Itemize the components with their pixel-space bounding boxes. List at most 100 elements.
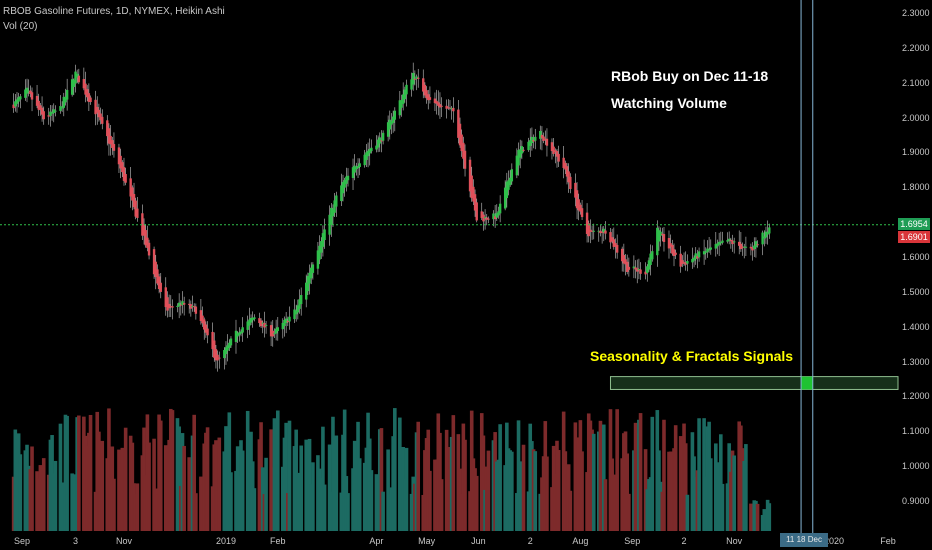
volume-bar: [685, 494, 690, 531]
candle-body: [647, 260, 651, 270]
candle-body: [599, 230, 602, 234]
volume-bar: [474, 475, 479, 531]
candle-body: [343, 180, 346, 188]
candle-body: [49, 111, 52, 116]
candle-body: [64, 96, 67, 103]
volume-bar: [334, 435, 339, 531]
candle-body: [692, 257, 696, 261]
candle-body: [472, 186, 475, 202]
candle-body: [597, 230, 600, 232]
candle-body: [709, 247, 712, 250]
candle-body: [386, 122, 390, 137]
y-tick-label: 1.5000: [902, 286, 930, 297]
candle-body: [107, 128, 111, 144]
volume-bar: [393, 408, 397, 531]
candle-body: [141, 213, 144, 236]
candle-body: [316, 250, 320, 269]
volume-bar: [321, 426, 325, 531]
candle-body: [768, 227, 771, 234]
candle-body: [427, 94, 430, 101]
candle-body: [460, 134, 463, 152]
candle-body: [726, 240, 729, 242]
candle-body: [580, 208, 584, 218]
candle-body: [691, 258, 694, 263]
candle-body: [346, 175, 350, 181]
candle-body: [400, 100, 403, 108]
candle-body: [738, 241, 741, 246]
volume-bar: [100, 440, 105, 531]
candle-body: [415, 76, 418, 79]
candle-body: [65, 89, 69, 100]
volume-bar: [135, 483, 140, 531]
candle-body: [30, 92, 34, 100]
candle-body: [214, 349, 218, 361]
candle-body: [249, 317, 253, 323]
candle-body: [341, 182, 345, 194]
volume-bar: [603, 479, 608, 531]
candle-body: [532, 139, 535, 142]
candle-body: [706, 248, 709, 253]
seasonality-label: Seasonality & Fractals Signals: [590, 348, 794, 364]
candle-body: [450, 107, 453, 109]
candle-body: [122, 167, 126, 181]
candle-body: [228, 342, 231, 349]
candle-body: [589, 229, 592, 232]
candle-body: [749, 246, 753, 249]
candle-body: [438, 104, 442, 108]
candle-body: [365, 152, 368, 160]
signal-box[interactable]: [801, 376, 813, 390]
candle-body: [368, 148, 371, 154]
candle-body: [321, 233, 325, 247]
candle-body: [405, 84, 408, 95]
candle-body: [177, 302, 181, 307]
volume-bar: [533, 451, 538, 531]
candle-body: [592, 230, 595, 232]
y-tick-label: 1.1000: [902, 426, 930, 437]
candle-body: [401, 94, 405, 104]
candle-body: [627, 266, 631, 270]
volume-bar: [192, 414, 196, 531]
candle-body: [620, 248, 624, 262]
candle-body: [241, 327, 244, 333]
volume-bar: [601, 424, 606, 531]
candle-body: [323, 229, 326, 241]
candle-body: [39, 105, 42, 111]
volume-bar: [615, 409, 619, 531]
candle-body: [119, 155, 122, 169]
candle-body: [35, 95, 39, 106]
candle-body: [495, 213, 498, 218]
candle-body: [462, 142, 465, 159]
volume-bar: [252, 488, 257, 531]
candle-body: [294, 310, 298, 315]
candle-body: [756, 244, 759, 246]
x-tick-label: Jun: [471, 536, 486, 546]
candle-body: [224, 347, 228, 355]
candle-body: [166, 297, 169, 311]
candle-body: [544, 138, 547, 140]
x-tick-label: 3: [72, 536, 78, 546]
candle-body: [340, 185, 343, 202]
candle-body: [308, 272, 311, 284]
candle-body: [223, 350, 226, 359]
candle-body: [199, 310, 203, 322]
candle-body: [345, 176, 348, 184]
candle-body: [132, 193, 136, 208]
candle-body: [529, 140, 532, 146]
candle-body: [694, 253, 697, 260]
note-line-1: RBob Buy on Dec 11-18: [611, 68, 769, 84]
candle-body: [15, 99, 19, 104]
candle-body: [124, 174, 127, 183]
volume-bar: [158, 420, 163, 531]
volume-bar: [152, 438, 156, 531]
volume-bar: [311, 462, 315, 531]
volume-bar: [416, 421, 421, 531]
candle-body: [615, 244, 619, 253]
seasonality-band[interactable]: [609, 376, 899, 390]
volume-bar: [767, 503, 772, 531]
candle-body: [659, 231, 662, 236]
candle-body: [318, 245, 321, 260]
candle-body: [388, 119, 391, 130]
candle-body: [144, 230, 147, 246]
